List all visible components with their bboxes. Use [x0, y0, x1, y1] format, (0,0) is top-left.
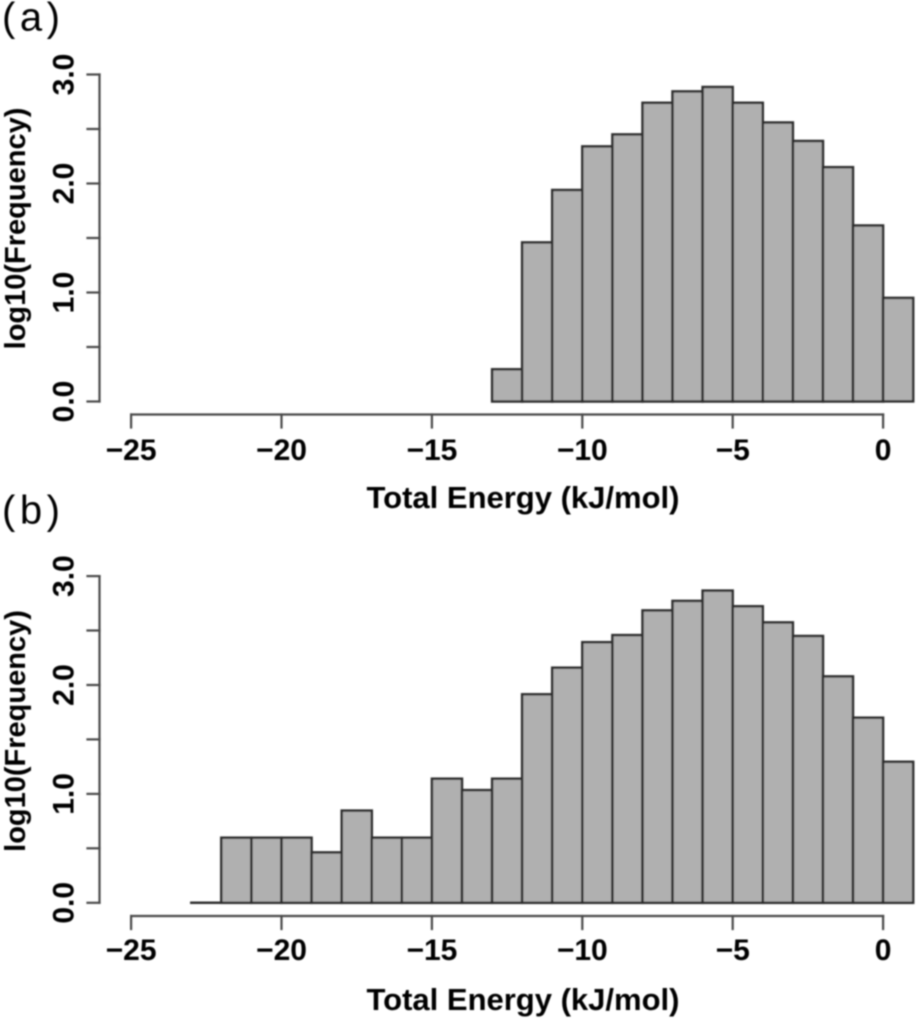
svg-text:3.0: 3.0: [48, 54, 81, 96]
svg-text:Total Energy (kJ/mol): Total Energy (kJ/mol): [367, 480, 680, 515]
svg-text:0: 0: [875, 934, 892, 967]
svg-text:−20: −20: [256, 434, 307, 467]
svg-text:log10(Frequency): log10(Frequency): [0, 108, 32, 350]
svg-text:log10(Frequency): log10(Frequency): [0, 610, 32, 852]
svg-text:−10: −10: [557, 934, 608, 967]
svg-text:−5: −5: [716, 434, 750, 467]
svg-text:Total Energy (kJ/mol): Total Energy (kJ/mol): [367, 982, 680, 1017]
svg-text:2.0: 2.0: [48, 664, 81, 706]
svg-text:(a): (a): [2, 0, 64, 40]
svg-text:0.0: 0.0: [48, 882, 81, 924]
svg-text:−20: −20: [256, 934, 307, 967]
svg-text:−10: −10: [557, 434, 608, 467]
svg-text:(b): (b): [2, 489, 64, 533]
svg-text:3.0: 3.0: [48, 555, 81, 597]
svg-text:−15: −15: [406, 434, 457, 467]
svg-text:1.0: 1.0: [48, 272, 81, 314]
svg-text:−5: −5: [716, 934, 750, 967]
svg-text:−15: −15: [406, 934, 457, 967]
svg-text:0: 0: [875, 434, 892, 467]
svg-text:−25: −25: [106, 934, 157, 967]
svg-text:2.0: 2.0: [48, 163, 81, 205]
svg-text:1.0: 1.0: [48, 773, 81, 815]
svg-text:0.0: 0.0: [48, 381, 81, 423]
svg-text:−25: −25: [106, 434, 157, 467]
